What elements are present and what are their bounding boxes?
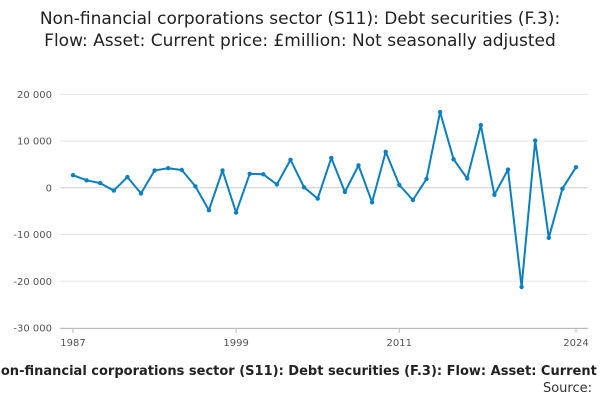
source-label: Source: — [542, 381, 592, 396]
data-point[interactable] — [546, 235, 551, 240]
data-point[interactable] — [342, 189, 348, 195]
axis-layer — [60, 328, 588, 333]
grid-layer — [60, 93, 588, 329]
series-layer — [70, 109, 579, 290]
data-point[interactable] — [329, 155, 334, 161]
data-point[interactable] — [193, 184, 198, 189]
data-point[interactable] — [519, 284, 524, 290]
footer-title: Non-financial corporations sector (S11):… — [0, 364, 600, 379]
data-point[interactable] — [573, 165, 579, 170]
data-point[interactable] — [84, 178, 89, 183]
data-point[interactable] — [437, 109, 443, 115]
data-point[interactable] — [369, 200, 375, 205]
data-point[interactable] — [465, 176, 470, 181]
data-point[interactable] — [220, 168, 225, 173]
data-point[interactable] — [179, 167, 184, 173]
data-point[interactable] — [98, 180, 103, 186]
data-point[interactable] — [233, 210, 239, 215]
data-point[interactable] — [560, 186, 565, 191]
y-tick-label: -10 000 — [13, 230, 52, 241]
x-tick-label: 2011 — [387, 338, 412, 349]
x-tick-label: 2024 — [563, 338, 588, 349]
label-layer: 20 000 10 000 0 -10 000 -20 000 -30 000 1987 19… — [13, 90, 588, 349]
data-point[interactable] — [111, 188, 117, 193]
data-point[interactable] — [138, 191, 144, 196]
data-point[interactable] — [397, 182, 402, 188]
data-point[interactable] — [356, 163, 361, 168]
y-tick-label: 0 — [46, 183, 52, 194]
data-point[interactable] — [288, 157, 293, 162]
y-tick-label: -30 000 — [13, 324, 52, 335]
x-tick-label: 1999 — [223, 338, 248, 349]
data-point[interactable] — [451, 157, 456, 162]
data-point[interactable] — [247, 171, 252, 176]
data-point[interactable] — [424, 176, 429, 182]
data-point[interactable] — [315, 196, 320, 201]
data-point[interactable] — [533, 138, 538, 143]
data-point[interactable] — [410, 197, 416, 203]
data-point[interactable] — [261, 172, 266, 177]
data-point[interactable] — [383, 149, 388, 154]
chart-title: Non-financial corporations sector (S11):… — [39, 9, 561, 51]
x-tick-label: 1987 — [60, 338, 85, 349]
y-tick-label: 10 000 — [17, 137, 52, 148]
footer-title-text: Non-financial corporations sector (S11):… — [0, 364, 600, 379]
data-point[interactable] — [301, 185, 307, 190]
data-point[interactable] — [274, 182, 280, 187]
y-tick-label: 20 000 — [17, 90, 52, 101]
data-point[interactable] — [152, 168, 157, 173]
y-tick-label: -20 000 — [13, 277, 52, 288]
data-point[interactable] — [505, 167, 511, 172]
data-point[interactable] — [206, 208, 212, 213]
data-point[interactable] — [70, 173, 76, 178]
data-point[interactable] — [125, 174, 130, 180]
data-point[interactable] — [478, 123, 483, 128]
data-point[interactable] — [166, 166, 171, 171]
data-point[interactable] — [492, 192, 497, 197]
series-line — [72, 111, 577, 288]
